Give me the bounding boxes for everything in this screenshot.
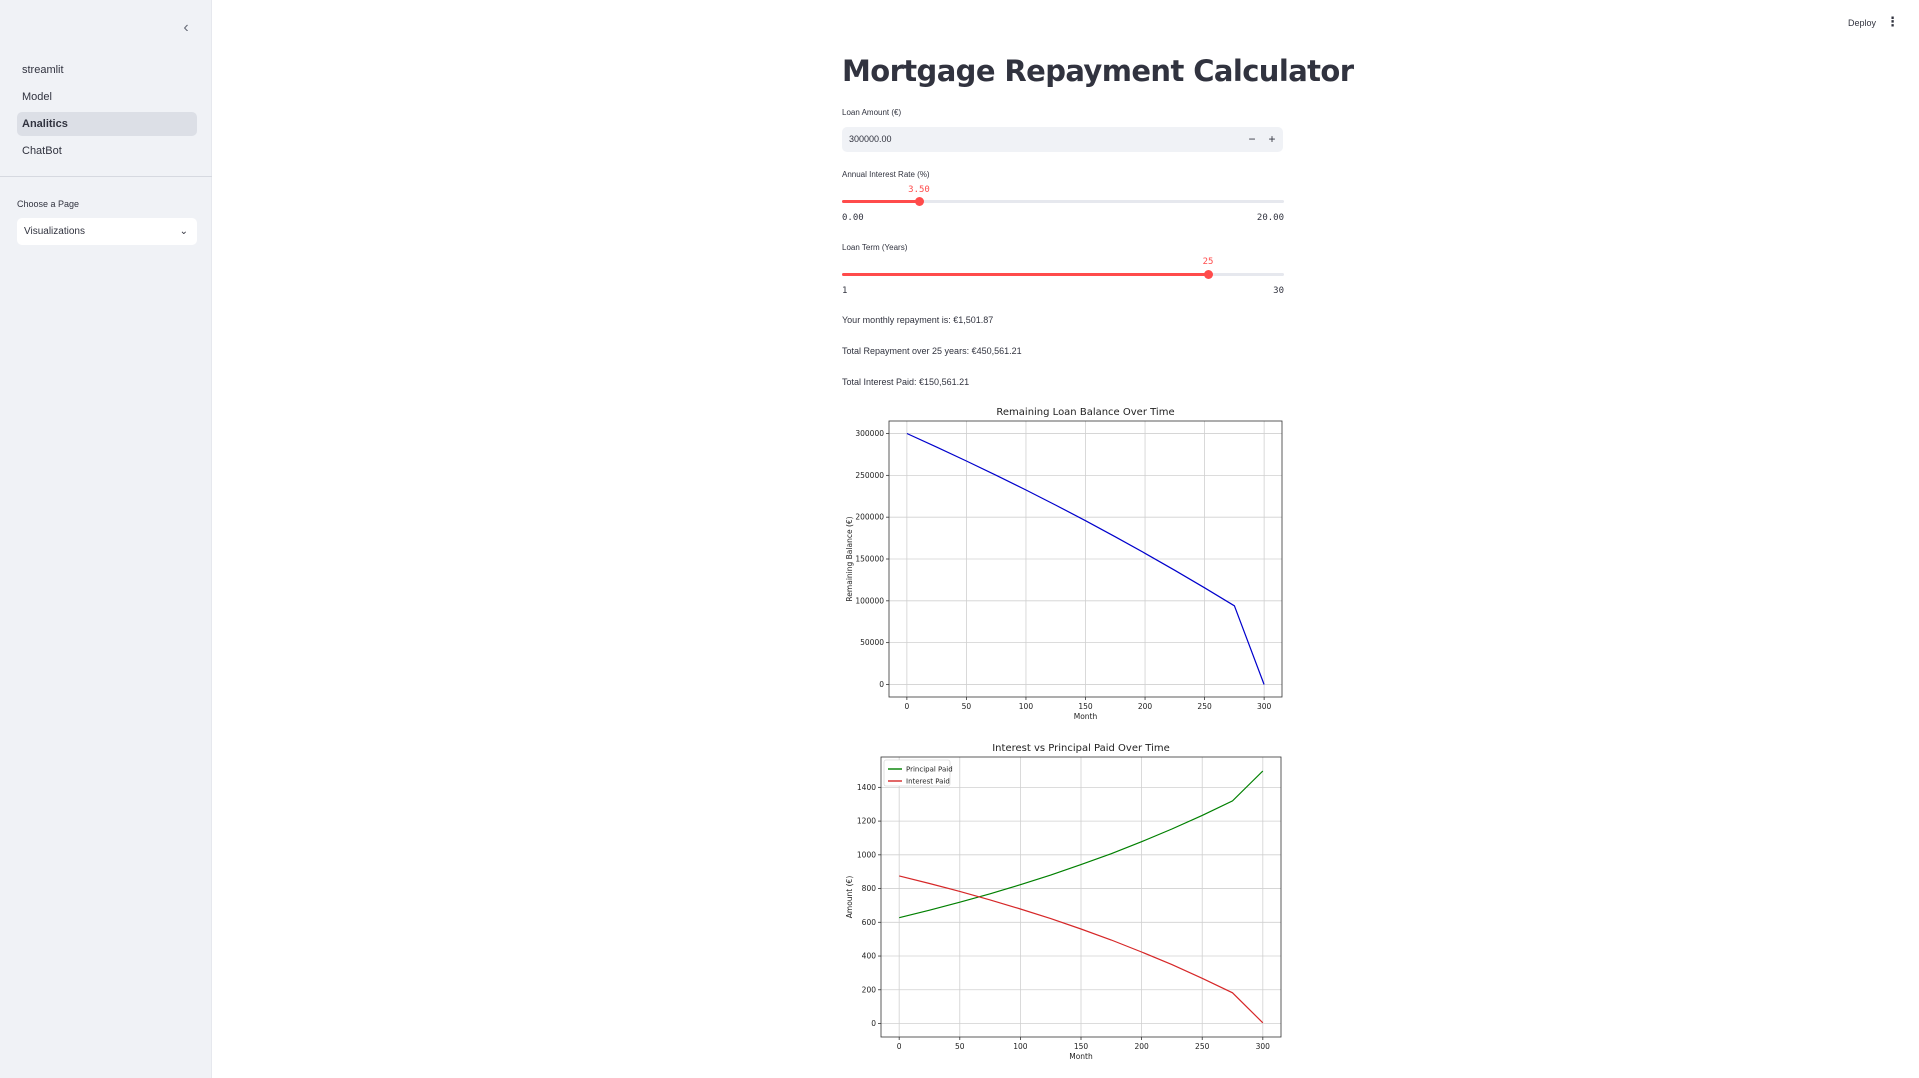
sidebar-divider: [0, 176, 212, 177]
chart1-xlabel: Month: [1069, 1052, 1093, 1061]
chart1-xtick-label: 0: [897, 1042, 902, 1051]
loan-term-max: 30: [1273, 286, 1284, 296]
decrement-button[interactable]: −: [1248, 132, 1256, 146]
loan-term-slider[interactable]: [842, 269, 1284, 281]
total-interest-text: Total Interest Paid: €150,561.21: [842, 377, 970, 387]
chart1-ytick-label: 1400: [857, 783, 876, 792]
loan-amount-value[interactable]: 300000.00: [849, 134, 892, 144]
chart0-xlabel: Month: [1074, 712, 1098, 721]
chart1-xtick-label: 200: [1134, 1042, 1149, 1051]
chart1-ytick-label: 800: [862, 884, 877, 893]
interest-rate-max: 20.00: [1256, 213, 1284, 223]
chart1-xtick-label: 100: [1013, 1042, 1028, 1051]
chart1-xtick-label: 300: [1256, 1042, 1271, 1051]
chart0-ytick-label: 300000: [855, 429, 884, 438]
chart0-xtick-label: 250: [1197, 702, 1212, 711]
chevron-left-icon[interactable]: ‹: [183, 19, 189, 36]
chevron-down-icon: ⌄: [179, 226, 188, 237]
chart0-xtick-label: 50: [962, 702, 972, 711]
chart1-xtick-label: 50: [955, 1042, 965, 1051]
interest-rate-label: Annual Interest Rate (%): [842, 170, 930, 179]
chart0-xtick-label: 0: [904, 702, 909, 711]
slider-thumb[interactable]: [915, 197, 924, 206]
page-title: Mortgage Repayment Calculator: [842, 54, 1354, 88]
chart0-ytick-label: 250000: [855, 471, 884, 480]
sidebar-nav: streamlit Model Analitics ChatBot: [17, 58, 197, 166]
loan-term-label: Loan Term (Years): [842, 243, 908, 252]
sidebar-item-chatbot[interactable]: ChatBot: [22, 145, 62, 157]
chart1-ytick-label: 600: [862, 918, 877, 927]
page-select-value: Visualizations: [24, 226, 85, 237]
chart1-ytick-label: 1000: [857, 850, 876, 859]
slider-thumb[interactable]: [1204, 270, 1213, 279]
chart1-xtick-label: 150: [1074, 1042, 1089, 1051]
chart0-ytick-label: 200000: [855, 513, 884, 522]
increment-button[interactable]: +: [1268, 132, 1276, 146]
chart1-title: Interest vs Principal Paid Over Time: [992, 743, 1170, 754]
sidebar-item-streamlit[interactable]: streamlit: [22, 64, 64, 76]
chart1-series-1-line: [899, 875, 1264, 1024]
chart0-series-0-line: [906, 432, 1265, 685]
chart1-legend-box: [883, 759, 951, 787]
interest-principal-chart-svg: Interest vs Principal Paid Over Time 0 50 1…: [845, 743, 1282, 1061]
loan-amount-label: Loan Amount (€): [842, 108, 902, 117]
interest-rate-value: 3.50: [908, 185, 930, 195]
chart1-series-0-line: [899, 770, 1264, 919]
chart1-ytick-label: 400: [862, 952, 877, 961]
chart0-ytick-label: 0: [879, 680, 884, 689]
chart0-xtick-label: 200: [1138, 702, 1153, 711]
chart1-legend-label: Principal Paid: [906, 766, 953, 774]
balance-chart-svg: Remaining Loan Balance Over Time 0 50 100 15…: [845, 407, 1283, 721]
sidebar-item-analitics[interactable]: Analitics: [17, 112, 197, 136]
chart1-xtick-label: 250: [1195, 1042, 1210, 1051]
balance-chart: Remaining Loan Balance Over Time 0 50 100 15…: [842, 405, 1287, 725]
total-repayment-text: Total Repayment over 25 years: €450,561.…: [842, 346, 1022, 356]
choose-page-label: Choose a Page: [17, 199, 80, 209]
interest-rate-slider[interactable]: [842, 196, 1284, 208]
chart0-ytick-label: 50000: [860, 638, 884, 647]
slider-track: [842, 200, 1284, 203]
page-select[interactable]: Visualizations ⌄: [17, 218, 197, 245]
deploy-button[interactable]: Deploy: [1848, 18, 1877, 28]
loan-amount-input[interactable]: 300000.00 − +: [842, 127, 1283, 152]
chart1-legend: Principal Paid Interest Paid: [883, 759, 953, 787]
chart0-ylabel: Remaining Balance (€): [845, 516, 854, 601]
chart0-ytick-label: 150000: [855, 555, 884, 564]
chart0-ytick-label: 100000: [855, 596, 884, 605]
chart1-ylabel: Amount (€): [845, 876, 854, 919]
interest-principal-chart: Interest vs Principal Paid Over Time 0 50 1…: [842, 740, 1287, 1070]
slider-fill: [842, 200, 919, 203]
slider-fill: [842, 273, 1208, 276]
sidebar-item-model[interactable]: Model: [22, 91, 52, 103]
loan-term-value: 25: [1202, 257, 1214, 267]
sidebar: ‹ streamlit Model Analitics ChatBot Choo…: [0, 0, 212, 1078]
monthly-repayment-text: Your monthly repayment is: €1,501.87: [842, 315, 994, 325]
chart1-ytick-label: 200: [862, 985, 877, 994]
kebab-menu-icon[interactable]: ⋮: [1886, 14, 1899, 29]
chart1-ytick-label: 0: [871, 1019, 876, 1028]
chart0-xtick-label: 100: [1019, 702, 1034, 711]
chart1-legend-label: Interest Paid: [906, 778, 950, 786]
interest-rate-min: 0.00: [842, 213, 864, 223]
chart0-xtick-label: 150: [1078, 702, 1093, 711]
chart0-title: Remaining Loan Balance Over Time: [996, 407, 1174, 418]
chart1-ytick-label: 1200: [857, 817, 876, 826]
chart0-xtick-label: 300: [1257, 702, 1272, 711]
loan-term-min: 1: [842, 286, 848, 296]
